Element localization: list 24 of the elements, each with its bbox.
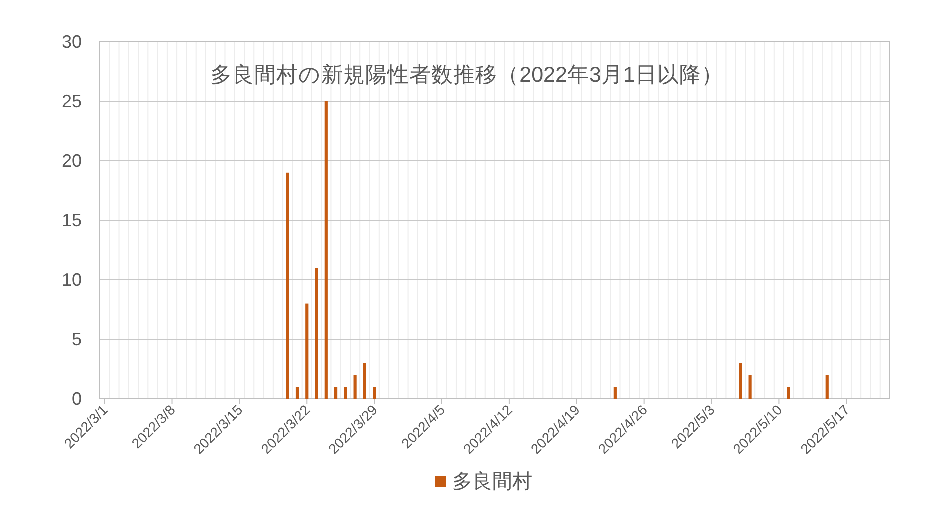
y-tick-label: 15 [62,210,82,230]
bar [334,387,338,399]
bar [614,387,617,399]
bar [344,387,348,399]
bar [826,375,829,399]
text: 多良間村の新規陽性者数推移（2022年3月1日以降） [210,63,724,87]
bar [324,102,328,399]
y-tick-label: 5 [72,330,82,350]
legend-label: 多良間村 [452,471,532,493]
bar [363,363,366,399]
bar [373,387,376,399]
bar [286,172,290,399]
y-tick-label: 20 [62,151,82,171]
bar [306,304,309,399]
bar [315,268,318,399]
y-tick-label: 30 [62,32,82,52]
bar [748,375,752,399]
y-tick-label: 10 [62,270,82,290]
bar [296,387,300,399]
bar [354,375,357,399]
bar [739,363,742,399]
y-tick-label: 0 [72,389,82,409]
y-tick-label: 25 [62,92,82,112]
bar [787,387,790,399]
